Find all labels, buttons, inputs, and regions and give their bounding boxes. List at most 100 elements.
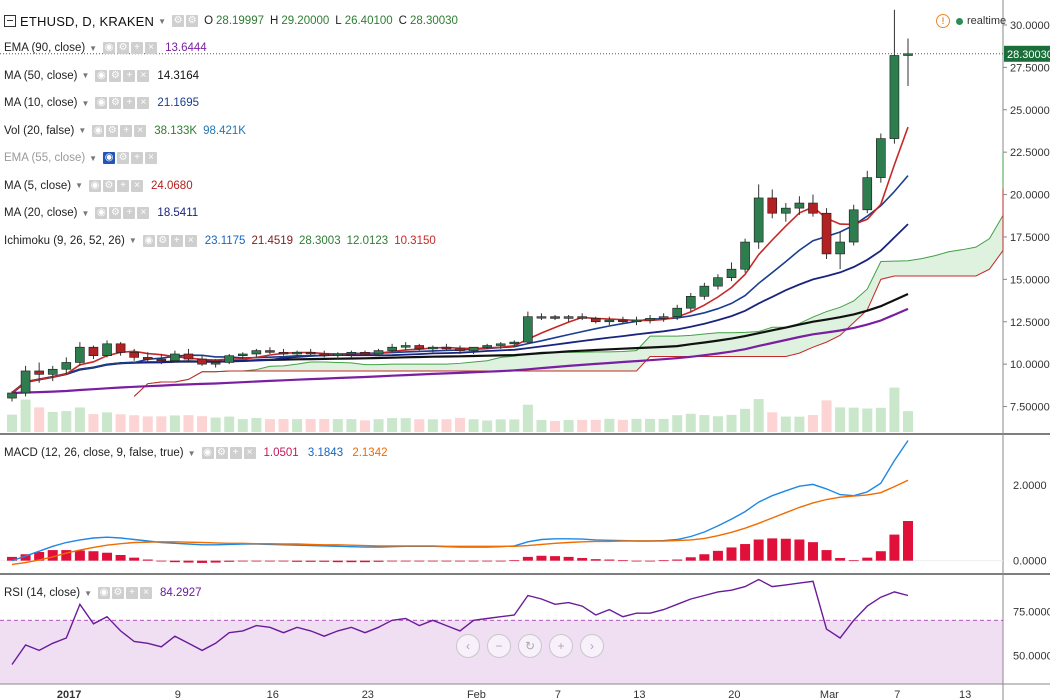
indicator-label[interactable]: MA (10, close) <box>4 97 78 109</box>
time-tick-label: 13 <box>959 689 971 700</box>
add-icon[interactable]: + <box>120 124 133 137</box>
add-icon[interactable]: + <box>131 152 144 164</box>
indicator-label[interactable]: MA (20, close) <box>4 207 78 219</box>
settings-icon[interactable]: ⚙ <box>172 15 185 27</box>
chevron-down-icon[interactable]: ▼ <box>89 153 98 163</box>
time-tick-label: 7 <box>894 689 900 700</box>
close-icon[interactable]: × <box>137 69 150 82</box>
close-icon[interactable]: × <box>137 97 150 109</box>
last-price-label: 28.30030 <box>1007 49 1050 61</box>
settings-icon[interactable]: ⚙ <box>106 124 119 137</box>
chevron-down-icon[interactable]: ▼ <box>75 181 84 190</box>
eye-icon[interactable]: ◉ <box>103 42 116 54</box>
add-icon[interactable]: + <box>229 447 242 459</box>
eye-icon[interactable]: ◉ <box>142 234 155 247</box>
eye-icon[interactable]: ◉ <box>95 97 108 109</box>
candle-body <box>631 319 642 323</box>
indicator-label[interactable]: EMA (55, close) <box>4 152 86 164</box>
indicator-label[interactable]: EMA (90, close) <box>4 42 86 54</box>
indicator-value: 14.3164 <box>157 69 199 82</box>
settings-icon[interactable]: ⚙ <box>111 587 124 599</box>
candle-body <box>618 319 628 323</box>
eye-icon[interactable]: ◉ <box>103 152 116 164</box>
settings-icon[interactable]: ⚙ <box>117 42 130 54</box>
rsi-legend-label[interactable]: RSI (14, close) <box>4 587 81 599</box>
close-icon[interactable]: × <box>137 207 150 219</box>
add-icon[interactable]: + <box>123 207 136 219</box>
add-icon[interactable]: + <box>117 179 130 192</box>
eye-icon[interactable]: ◉ <box>95 69 108 82</box>
close-icon[interactable]: × <box>131 179 144 192</box>
chevron-down-icon[interactable]: ▼ <box>128 236 137 245</box>
settings-icon[interactable]: ⚙ <box>109 69 122 82</box>
chevron-down-icon[interactable]: ▼ <box>84 588 92 598</box>
add-icon[interactable]: + <box>170 234 183 247</box>
indicator-label[interactable]: MA (5, close) <box>4 179 72 192</box>
indicator-label[interactable]: Vol (20, false) <box>4 124 75 137</box>
settings-icon[interactable]: ⚙ <box>117 152 130 164</box>
candle-body <box>645 318 655 321</box>
collapse-icon[interactable] <box>4 15 16 27</box>
macd-hist-bar <box>903 521 913 561</box>
close-icon[interactable]: × <box>243 447 256 459</box>
close-icon[interactable]: × <box>139 587 152 599</box>
settings-icon[interactable]: ⚙ <box>103 179 116 192</box>
settings-icon[interactable]: ⚙ <box>156 234 169 247</box>
macd-hist-bar <box>197 560 208 563</box>
chevron-down-icon[interactable]: ▼ <box>89 43 98 53</box>
candle-body <box>767 197 778 214</box>
warning-icon[interactable]: ! <box>936 14 950 28</box>
add-icon[interactable]: + <box>131 42 144 54</box>
eye-icon[interactable]: ◉ <box>92 124 105 137</box>
close-icon[interactable]: × <box>145 152 158 164</box>
volume-bar <box>604 418 615 432</box>
scroll-right-button[interactable]: › <box>580 634 604 658</box>
macd-hist-bar <box>102 552 113 561</box>
eye-icon[interactable]: ◉ <box>97 587 110 599</box>
candle-body <box>536 316 547 319</box>
scroll-left-button[interactable]: ‹ <box>456 634 480 658</box>
macd-hist-bar <box>129 557 140 561</box>
candle-body <box>102 343 112 356</box>
candle-body <box>699 285 710 297</box>
close-icon[interactable]: × <box>145 42 158 54</box>
candle-body <box>821 212 832 255</box>
candle-body <box>319 353 330 356</box>
settings-icon[interactable]: ⚙ <box>109 207 122 219</box>
zoom-out-button[interactable]: − <box>487 634 511 658</box>
zoom-in-button[interactable]: + <box>549 634 573 658</box>
chevron-down-icon[interactable]: ▼ <box>81 208 90 218</box>
macd-hist-bar <box>767 538 778 561</box>
eye-icon[interactable]: ◉ <box>201 447 214 459</box>
indicator-label[interactable]: MA (50, close) <box>4 69 78 82</box>
chevron-down-icon[interactable]: ▼ <box>78 126 87 135</box>
realtime-status[interactable]: ! realtime <box>936 14 1006 28</box>
add-icon[interactable]: + <box>125 587 138 599</box>
reset-button[interactable]: ↻ <box>518 634 542 658</box>
settings-icon[interactable]: ⚙ <box>215 447 228 459</box>
chevron-down-icon[interactable]: ▼ <box>81 98 90 108</box>
macd-legend: MACD (12, 26, close, 9, false, true) ▼ ◉… <box>4 444 388 462</box>
eye-icon[interactable]: ◉ <box>95 207 108 219</box>
candle-body <box>794 202 805 209</box>
chevron-down-icon[interactable]: ▼ <box>158 16 167 26</box>
settings-icon[interactable]: ⚙ <box>109 97 122 109</box>
close-icon[interactable]: × <box>184 234 197 247</box>
macd-legend-label[interactable]: MACD (12, 26, close, 9, false, true) <box>4 447 184 459</box>
macd-hist-bar <box>875 551 886 561</box>
symbol-title[interactable]: ETHUSD, D, KRAKEN <box>20 13 155 29</box>
volume-bar <box>631 418 642 432</box>
indicator-legend: Ichimoku (9, 26, 52, 26) ▼ ◉ ⚙ + × 23.1175 21.4… <box>4 232 436 250</box>
format-icon[interactable]: ⚙ <box>186 15 199 27</box>
eye-icon[interactable]: ◉ <box>89 179 102 192</box>
ichimoku-cloud <box>134 153 1003 397</box>
rsi-tick-label: 50.0000 <box>1013 651 1050 663</box>
chevron-down-icon[interactable]: ▼ <box>81 71 90 80</box>
add-icon[interactable]: + <box>123 97 136 109</box>
indicator-label[interactable]: Ichimoku (9, 26, 52, 26) <box>4 234 125 247</box>
chevron-down-icon[interactable]: ▼ <box>187 448 196 458</box>
macd-hist-bar <box>332 560 343 563</box>
add-icon[interactable]: + <box>123 69 136 82</box>
close-icon[interactable]: × <box>134 124 147 137</box>
